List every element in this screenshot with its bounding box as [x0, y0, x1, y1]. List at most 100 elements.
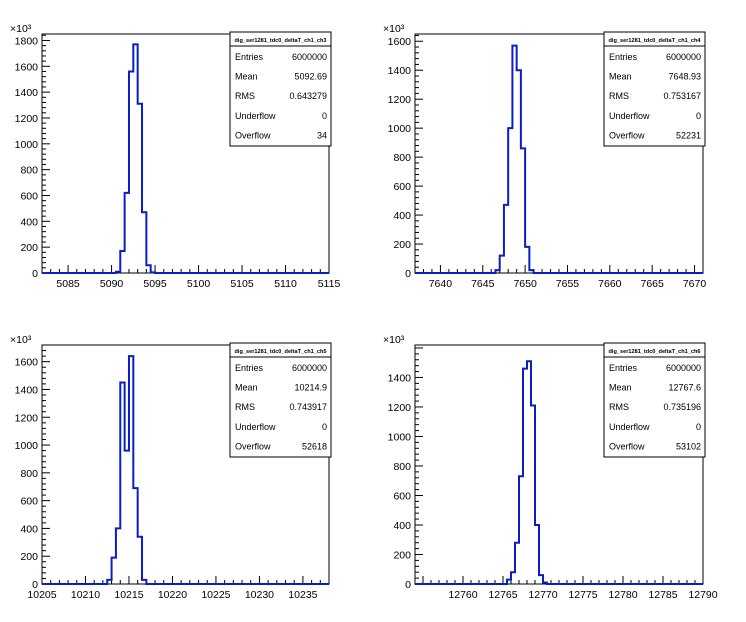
x-tick-label: 7645	[471, 278, 495, 290]
histogram-title: dig_ser1281_tdc0_deltaT_ch1_ch6	[608, 349, 700, 355]
stats-value: 6000000	[292, 363, 327, 373]
stats-value: 0	[696, 111, 701, 121]
histogram-line	[415, 44, 703, 274]
y-tick-label: 400	[20, 216, 38, 228]
x-tick-label: 12770	[528, 589, 557, 601]
x-tick-label: 10230	[245, 589, 274, 601]
x-tick-label: 10225	[201, 589, 230, 601]
stats-label: Overflow	[235, 130, 271, 140]
x-tick-label: 12760	[448, 589, 477, 601]
x-tick-label: 10210	[71, 589, 100, 601]
stats-label: Entries	[609, 52, 638, 62]
stats-label: Underflow	[609, 111, 650, 121]
y-tick-label: 0	[405, 268, 411, 280]
y-tick-label: 0	[32, 268, 38, 280]
y-tick-label: 800	[393, 152, 411, 164]
histogram-title: dig_ser1281_tdc0_deltaT_ch1_ch4	[608, 38, 701, 44]
stats-value: 34	[317, 130, 327, 140]
stats-value: 5092.69	[294, 72, 327, 82]
x-tick-label: 7665	[640, 278, 664, 290]
y-tick-label: 1600	[15, 357, 39, 369]
stats-value: 0.753167	[663, 91, 701, 101]
stats-label: Mean	[609, 72, 632, 82]
stats-value: 0.743917	[289, 402, 327, 412]
y-tick-label: 800	[393, 461, 411, 473]
stats-value: 0.643279	[289, 91, 327, 101]
stats-value: 6000000	[292, 52, 327, 62]
y-tick-label: 200	[393, 549, 411, 561]
stats-value: 7648.93	[668, 72, 701, 82]
stats-box	[229, 356, 332, 458]
y-tick-label: 600	[20, 496, 38, 508]
y-tick-label: 1600	[15, 61, 39, 73]
x-tick-label: 5115	[318, 278, 341, 290]
y-exponent-label: ×10³	[10, 334, 32, 346]
y-tick-label: 1000	[15, 440, 39, 452]
stats-value: 10214.9	[294, 383, 327, 393]
y-tick-label: 200	[20, 242, 38, 254]
stats-label: Mean	[235, 72, 258, 82]
x-tick-label: 10215	[114, 589, 143, 601]
x-tick-label: 12785	[648, 589, 677, 601]
y-exponent-label: ×10³	[10, 23, 32, 35]
x-tick-label: 5110	[274, 278, 297, 290]
histogram-pad-1: 0 200 400 600 800 1000 1200 1400 1600 1800 5085 509…	[10, 23, 340, 290]
stats-label: Underflow	[235, 111, 276, 121]
y-tick-label: 1000	[388, 431, 412, 443]
x-tick-label: 5090	[100, 278, 124, 290]
y-exponent-label: ×10³	[383, 23, 405, 35]
y-tick-label: 1200	[15, 412, 39, 424]
stats-label: Overflow	[609, 441, 645, 451]
y-tick-label: 600	[393, 181, 411, 193]
histogram-pad-4: 0 200 400 600 800 1000 1200 1400 12760 12765 12770…	[383, 334, 718, 601]
y-tick-label: 1200	[388, 402, 412, 414]
x-tick-label: 12780	[608, 589, 637, 601]
y-tick-label: 1400	[15, 384, 39, 396]
stats-value: 52618	[302, 441, 327, 451]
histogram-line	[42, 355, 329, 585]
stats-label: Underflow	[609, 422, 650, 432]
y-tick-label: 1600	[388, 36, 412, 48]
stats-label: RMS	[609, 91, 629, 101]
y-tick-label: 0	[405, 579, 411, 591]
stats-label: Entries	[609, 363, 638, 373]
x-tick-label: 12775	[568, 589, 597, 601]
stats-label: Entries	[235, 363, 264, 373]
histogram-pad-2: 0 200 400 600 800 1000 1200 1400 1600 7640 7645 765…	[383, 23, 706, 290]
stats-label: Overflow	[609, 130, 645, 140]
x-tick-label: 10205	[27, 589, 56, 601]
y-tick-label: 1400	[15, 87, 39, 99]
stats-label: Mean	[609, 383, 632, 393]
stats-label: Underflow	[235, 422, 276, 432]
y-tick-label: 800	[20, 468, 38, 480]
x-tick-label: 10235	[288, 589, 317, 601]
y-tick-label: 0	[32, 579, 38, 591]
stats-label: RMS	[609, 402, 629, 412]
x-tick-label: 12765	[488, 589, 517, 601]
y-tick-label: 400	[393, 520, 411, 532]
x-tick-label: 5100	[187, 278, 211, 290]
stats-value: 6000000	[666, 52, 701, 62]
x-tick-label: 5095	[143, 278, 167, 290]
x-tick-label: 12790	[688, 589, 717, 601]
x-tick-label: 7660	[598, 278, 622, 290]
stats-box	[603, 45, 706, 147]
y-exponent-label: ×10³	[383, 334, 405, 346]
histogram-bin	[125, 451, 129, 584]
stats-value: 53102	[676, 441, 701, 451]
x-tick-label: 7655	[556, 278, 580, 290]
stats-value: 0.735196	[663, 402, 701, 412]
stats-label: RMS	[235, 402, 255, 412]
y-tick-label: 200	[20, 551, 38, 563]
y-tick-label: 1200	[15, 113, 39, 125]
y-tick-label: 800	[20, 165, 38, 177]
y-tick-label: 200	[393, 239, 411, 251]
y-tick-label: 1400	[388, 372, 412, 384]
stats-value: 0	[322, 111, 327, 121]
y-tick-label: 600	[20, 190, 38, 202]
y-tick-label: 600	[393, 490, 411, 502]
y-tick-label: 1000	[388, 123, 412, 135]
y-tick-label: 400	[393, 210, 411, 222]
x-tick-label: 5085	[56, 278, 80, 290]
